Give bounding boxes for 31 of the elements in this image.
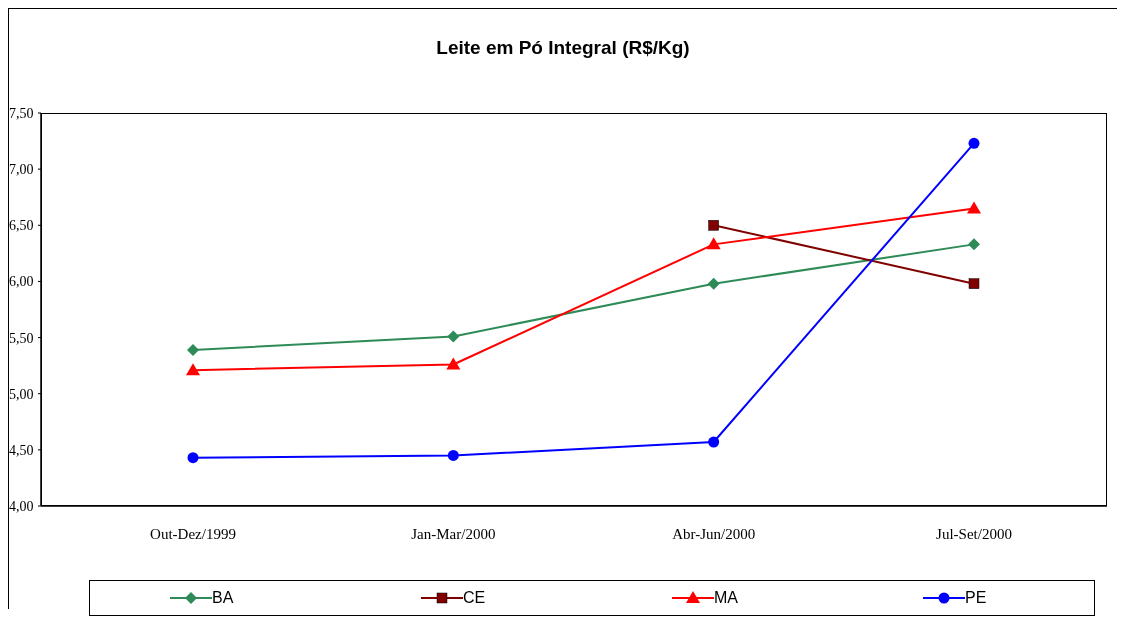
point [968,238,980,251]
point [187,452,199,464]
y-tick-label: 4,50 [9,442,34,458]
y-tick-label: 5,00 [9,386,34,402]
point [706,237,721,250]
legend-label: CE [463,589,486,607]
y-tick-label: 6,50 [9,218,34,234]
x-tick-label: Jan-Mar/2000 [411,525,496,542]
x-tick-label: Abr-Jun/2000 [672,525,756,542]
legend-label: PE [965,589,987,607]
point [187,343,199,356]
chart-title: Leite em Pó Integral (R$/Kg) [435,37,691,59]
legend-label: MA [714,589,738,607]
point [968,278,980,289]
point [707,277,720,290]
point [708,220,719,231]
point [186,363,200,376]
x-tick-label: Jul-Set/2000 [936,525,1012,542]
point [446,357,461,370]
point [708,436,720,448]
point [967,201,981,214]
y-tick-label: 6,00 [9,274,34,290]
y-tick-label: 4,00 [9,498,34,514]
point [447,449,459,461]
y-tick-label: 7,00 [9,162,34,178]
y-tick-label: 5,50 [9,330,34,346]
legend-label: BA [212,589,234,607]
y-tick-label: 7,50 [9,105,34,121]
x-tick-label: Out-Dez/1999 [150,525,236,542]
point [447,330,460,343]
point [968,137,980,149]
